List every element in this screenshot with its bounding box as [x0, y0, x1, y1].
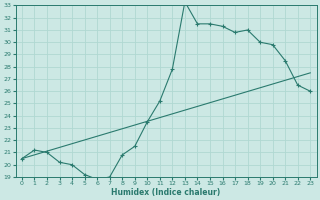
X-axis label: Humidex (Indice chaleur): Humidex (Indice chaleur) — [111, 188, 221, 197]
